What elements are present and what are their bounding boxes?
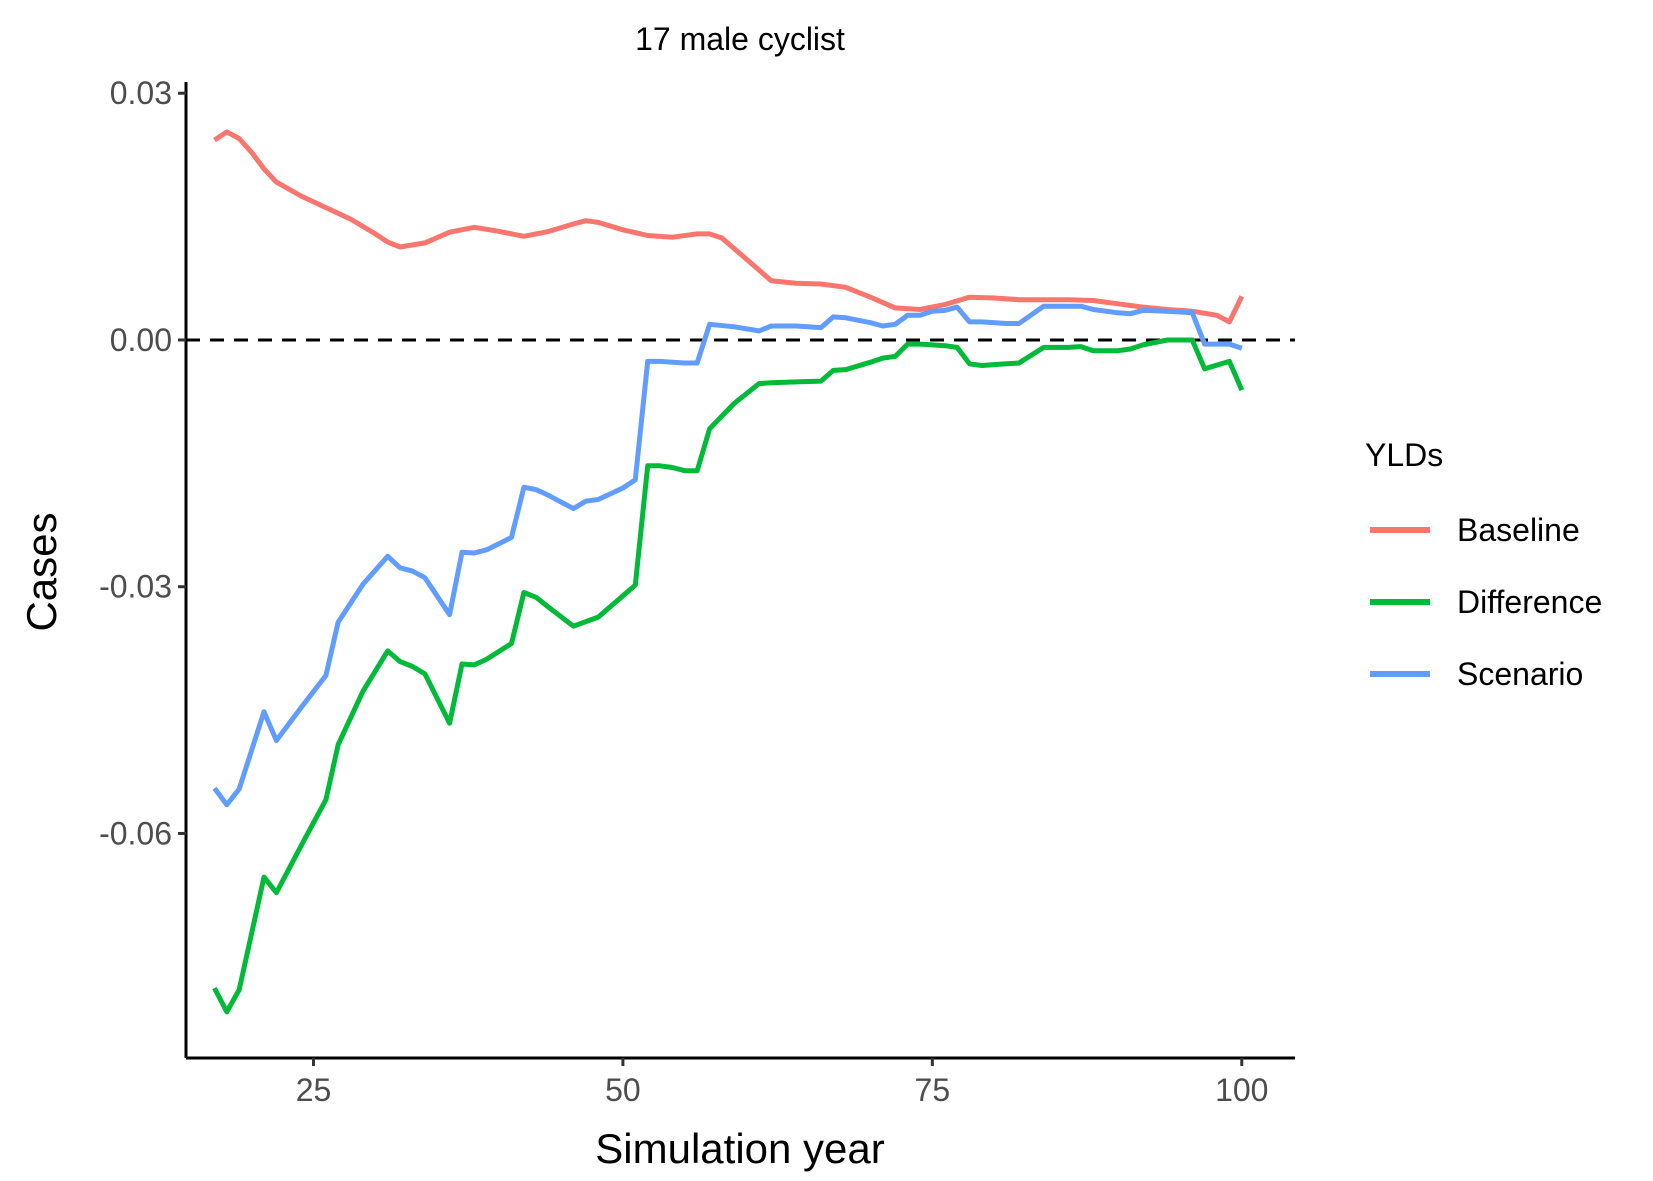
y-axis-title: Cases: [18, 512, 65, 631]
y-tick-label: -0.03: [99, 569, 172, 605]
legend-item-difference: Difference: [1370, 584, 1602, 620]
plot-area: [186, 129, 1295, 1015]
series-line-baseline: [213, 129, 1245, 325]
series-line-difference: [212, 337, 1245, 1015]
x-axis: 25 50 75 100: [186, 1056, 1295, 1108]
series-line-scenario: [212, 303, 1243, 808]
x-axis-title: Simulation year: [595, 1125, 884, 1172]
legend-label-scenario: Scenario: [1457, 656, 1583, 692]
y-tick-label: -0.06: [99, 815, 172, 851]
legend-title: YLDs: [1365, 437, 1443, 473]
legend-item-scenario: Scenario: [1370, 656, 1583, 692]
x-tick-label: 50: [605, 1072, 641, 1108]
y-tick-label: 0.03: [110, 75, 172, 111]
legend-label-baseline: Baseline: [1457, 512, 1580, 548]
legend-item-baseline: Baseline: [1370, 512, 1580, 548]
x-tick-label: 75: [915, 1072, 951, 1108]
x-tick-label: 100: [1215, 1072, 1268, 1108]
legend: YLDs Baseline Difference Scenario: [1365, 437, 1602, 692]
x-tick-label: 25: [296, 1072, 332, 1108]
y-tick-label: 0.00: [110, 322, 172, 358]
y-axis: -0.06 -0.03 0.00 0.03: [99, 75, 188, 1058]
legend-label-difference: Difference: [1457, 584, 1602, 620]
chart-title: 17 male cyclist: [635, 21, 845, 57]
